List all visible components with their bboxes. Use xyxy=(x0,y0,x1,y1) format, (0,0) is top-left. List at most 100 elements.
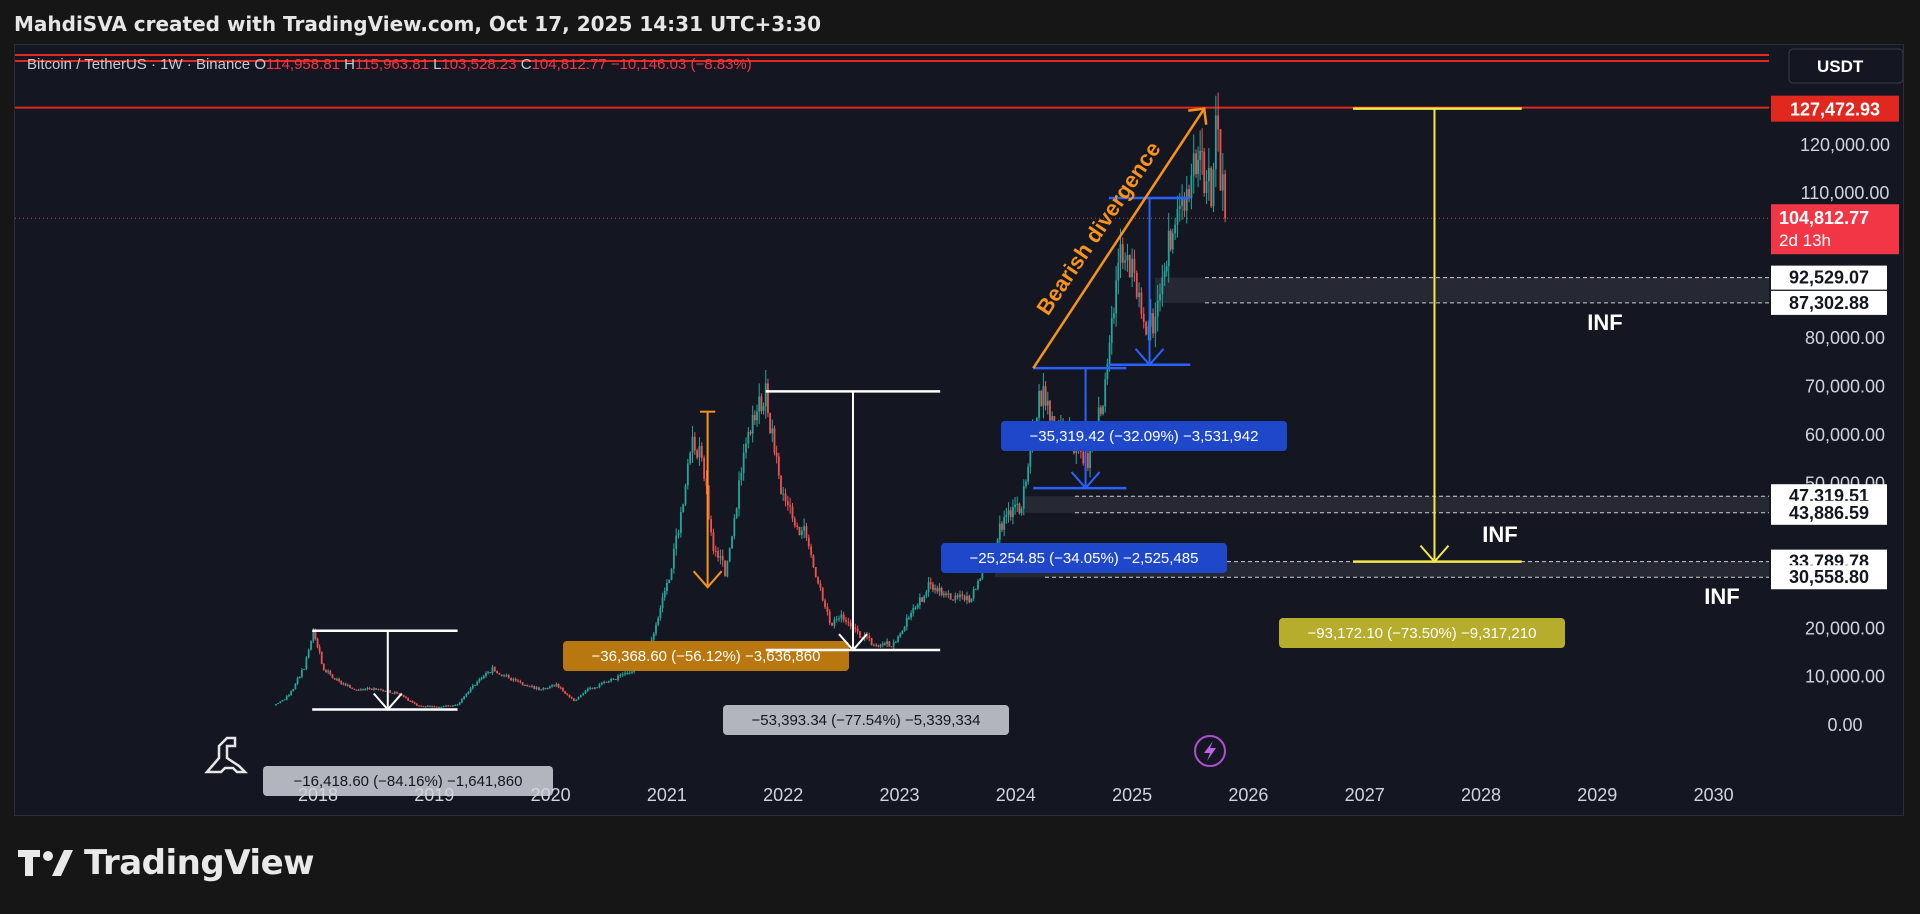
candle-body xyxy=(480,677,483,680)
candle-body xyxy=(310,641,312,650)
candle-body xyxy=(433,706,436,708)
candle-body xyxy=(945,593,947,595)
candle-body xyxy=(894,641,897,643)
zone-price-label: 92,529.07 xyxy=(1789,268,1869,288)
candle-body xyxy=(897,636,899,642)
candle-body xyxy=(742,452,745,473)
candle-body xyxy=(849,622,852,627)
y-tick-label: 10,000.00 xyxy=(1805,667,1885,687)
candle-body xyxy=(621,674,624,676)
candle-body xyxy=(342,683,345,685)
candle-body xyxy=(1087,453,1089,469)
candle-body xyxy=(612,678,615,680)
candle-body xyxy=(476,681,479,685)
candle-body xyxy=(1199,151,1202,160)
candle-body xyxy=(1044,386,1047,406)
candle-body xyxy=(507,675,510,678)
candle-body xyxy=(605,681,608,683)
candle-body xyxy=(798,526,801,536)
candle-body xyxy=(1020,508,1023,514)
candle-body xyxy=(998,523,1001,540)
x-tick-label: 2020 xyxy=(531,785,571,805)
candle-body xyxy=(562,687,564,692)
candle-body xyxy=(691,436,694,453)
chart-frame[interactable]: Bitcoin / TetherUS · 1W · Binance O114,9… xyxy=(14,44,1904,816)
candle-body xyxy=(842,614,845,620)
candle-body xyxy=(505,675,508,677)
candle-body xyxy=(322,664,325,670)
support-zone xyxy=(1025,496,1769,513)
candle-body xyxy=(1152,313,1154,334)
price-chart[interactable]: Bitcoin / TetherUS · 1W · Binance O114,9… xyxy=(15,45,1904,815)
candle-body xyxy=(1188,189,1190,199)
candle-body xyxy=(710,519,712,533)
candle-body xyxy=(961,594,964,597)
candle-body xyxy=(285,696,288,700)
candle-body xyxy=(398,693,401,695)
candle-body xyxy=(584,690,587,694)
candle-body xyxy=(413,702,416,704)
candle-body xyxy=(1217,115,1220,130)
candle-body xyxy=(655,624,657,634)
candle-body xyxy=(526,685,529,687)
candle-body xyxy=(833,619,836,626)
candle-body xyxy=(767,383,769,413)
candle-body xyxy=(510,677,512,681)
candle-body xyxy=(474,684,476,686)
zone-price-label: 87,302.88 xyxy=(1789,293,1869,313)
candle-body xyxy=(314,630,317,639)
candle-body xyxy=(1192,153,1195,176)
candle-body xyxy=(366,688,369,690)
zone-price-box xyxy=(1771,290,1887,315)
candle-body xyxy=(614,678,617,680)
candle-body xyxy=(1001,523,1003,530)
candle-body xyxy=(696,450,699,458)
candle-body xyxy=(1197,159,1200,175)
candle-body xyxy=(1016,503,1019,505)
candle-body xyxy=(422,705,425,707)
bar-countdown-label: 2d 13h xyxy=(1779,231,1831,250)
candle-body xyxy=(936,588,939,592)
candle-body xyxy=(738,480,740,509)
candle-body xyxy=(672,548,675,569)
measure-arrow-head xyxy=(1070,471,1101,490)
candle-body xyxy=(1195,153,1197,175)
candle-body xyxy=(1113,313,1115,319)
candle-body xyxy=(881,643,884,646)
price-axis[interactable] xyxy=(1769,45,1899,815)
candle-body xyxy=(568,694,571,698)
candle-body xyxy=(740,472,743,481)
zone-price-box xyxy=(1771,500,1887,525)
x-tick-label: 2018 xyxy=(298,785,338,805)
candle-body xyxy=(551,685,553,687)
candle-body xyxy=(452,705,454,707)
candle-body xyxy=(531,686,533,688)
candle-body xyxy=(1014,504,1016,508)
lightning-icon[interactable] xyxy=(1194,735,1226,767)
candle-body xyxy=(447,705,450,707)
candle-body xyxy=(1214,115,1217,170)
candle-body xyxy=(566,693,569,695)
candle-body xyxy=(405,696,407,698)
candle-body xyxy=(1161,277,1164,295)
candle-body xyxy=(493,667,496,672)
divergence-arrow-head xyxy=(1188,107,1208,125)
candle-body xyxy=(970,598,973,603)
candle-body xyxy=(805,526,808,538)
candle-body xyxy=(747,431,750,444)
candle-body xyxy=(670,568,673,580)
candle-body xyxy=(773,428,776,453)
candle-body xyxy=(1176,208,1179,225)
measure-arrow-head xyxy=(1134,348,1165,367)
candle-body xyxy=(288,695,290,697)
candle-body xyxy=(1219,129,1222,191)
candle-body xyxy=(886,641,889,645)
candle-body xyxy=(359,689,362,691)
candle-body xyxy=(1210,167,1213,207)
x-tick-label: 2026 xyxy=(1228,785,1268,805)
candle-body xyxy=(559,687,562,689)
zone-label-inf: INF xyxy=(1587,310,1622,335)
candle-body xyxy=(1126,255,1129,261)
candle-body xyxy=(435,706,438,708)
candle-body xyxy=(905,617,908,627)
